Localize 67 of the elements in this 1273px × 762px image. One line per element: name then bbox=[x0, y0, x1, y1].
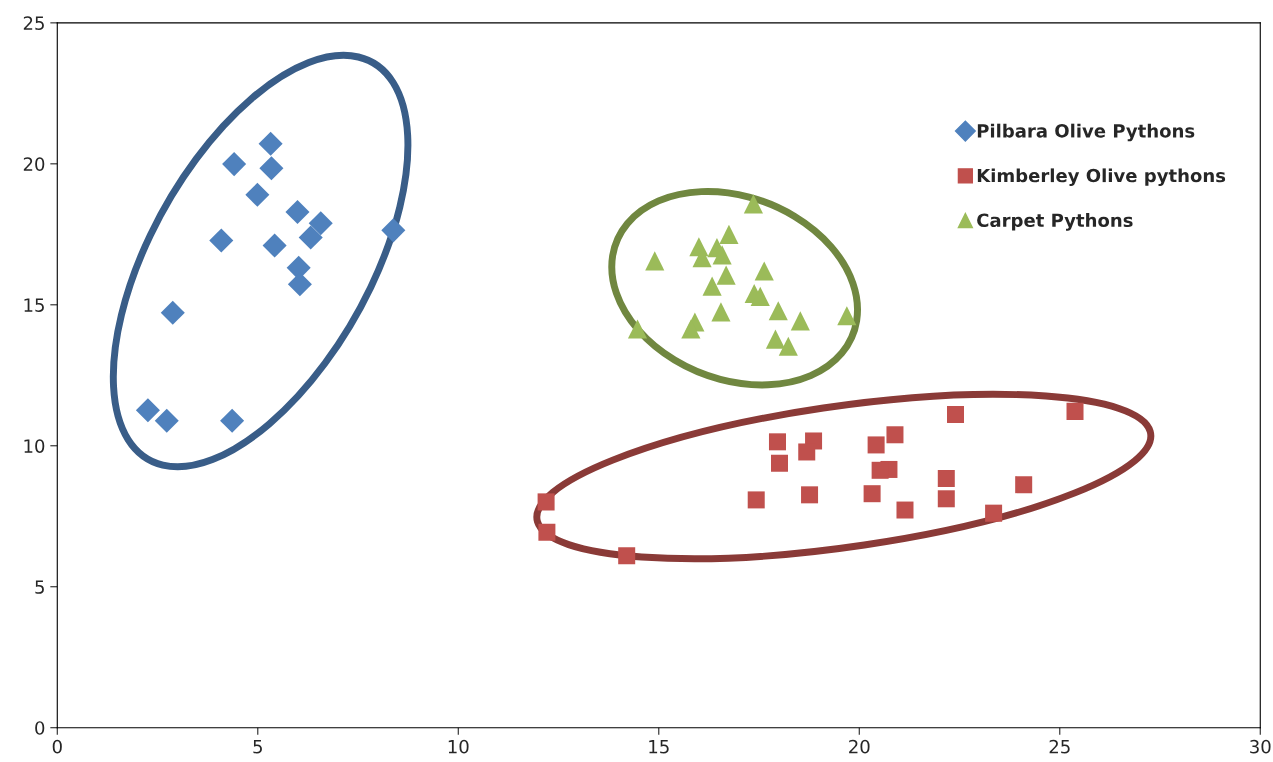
point bbox=[798, 443, 816, 461]
point bbox=[743, 194, 763, 214]
point bbox=[896, 501, 914, 519]
point bbox=[747, 491, 765, 509]
point bbox=[719, 224, 739, 244]
point bbox=[222, 152, 247, 177]
point bbox=[538, 523, 556, 541]
y-tick-label: 5 bbox=[35, 580, 44, 594]
point bbox=[768, 433, 786, 451]
point bbox=[1066, 402, 1084, 420]
point bbox=[790, 311, 810, 331]
point bbox=[801, 486, 819, 504]
point bbox=[886, 426, 904, 444]
point bbox=[298, 225, 323, 250]
point bbox=[871, 461, 889, 479]
point bbox=[627, 319, 648, 339]
point bbox=[765, 329, 786, 349]
point bbox=[837, 306, 857, 326]
point bbox=[645, 251, 665, 271]
point bbox=[220, 408, 245, 433]
legend-label: Carpet Pythons bbox=[977, 213, 1133, 231]
point bbox=[154, 408, 179, 433]
y-tick-label: 10 bbox=[24, 439, 45, 453]
point bbox=[287, 272, 312, 297]
x-tick-label: 20 bbox=[849, 739, 870, 754]
point bbox=[711, 302, 731, 322]
y-tick-label: 0 bbox=[35, 721, 45, 735]
point bbox=[750, 286, 770, 306]
x-tick-label: 10 bbox=[448, 739, 469, 754]
point bbox=[681, 319, 701, 339]
point bbox=[259, 156, 284, 181]
y-tick-label: 15 bbox=[24, 298, 44, 312]
point bbox=[712, 245, 732, 265]
point bbox=[702, 276, 722, 296]
y-tick-label: 20 bbox=[23, 157, 45, 171]
point bbox=[867, 436, 885, 454]
point bbox=[985, 504, 1003, 522]
point bbox=[716, 265, 736, 285]
point bbox=[209, 228, 234, 253]
point bbox=[863, 485, 881, 503]
x-tick-label: 0 bbox=[52, 739, 62, 754]
point bbox=[937, 490, 955, 508]
point bbox=[285, 200, 310, 225]
point bbox=[135, 398, 160, 423]
point bbox=[160, 300, 185, 325]
x-tick-label: 5 bbox=[253, 740, 262, 754]
point bbox=[770, 454, 788, 472]
point bbox=[258, 131, 283, 156]
point bbox=[754, 261, 774, 281]
x-tick-label: 30 bbox=[1250, 739, 1271, 754]
point bbox=[937, 469, 955, 487]
legend-label: Pilbara Olive Pythons bbox=[977, 123, 1195, 142]
point bbox=[286, 255, 311, 280]
x-tick-label: 15 bbox=[649, 740, 669, 754]
point bbox=[537, 493, 555, 511]
y-tick-label: 25 bbox=[23, 16, 44, 30]
point bbox=[947, 405, 965, 423]
x-tick-label: 25 bbox=[1049, 739, 1070, 754]
legend-label: Kimberley Olive pythons bbox=[977, 168, 1226, 187]
point bbox=[1015, 476, 1033, 494]
point bbox=[778, 336, 798, 356]
point bbox=[768, 301, 788, 321]
point bbox=[381, 218, 406, 243]
point bbox=[245, 182, 270, 207]
point bbox=[618, 547, 636, 565]
point bbox=[308, 211, 333, 236]
point bbox=[262, 233, 287, 258]
